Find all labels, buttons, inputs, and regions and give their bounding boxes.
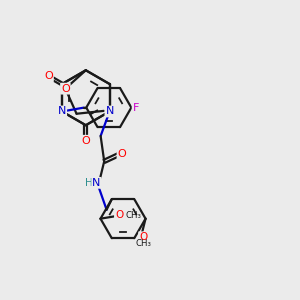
Text: N: N bbox=[105, 106, 114, 116]
Text: H: H bbox=[85, 178, 93, 188]
Text: O: O bbox=[118, 148, 126, 159]
Text: O: O bbox=[44, 71, 53, 81]
Text: CH₃: CH₃ bbox=[125, 211, 141, 220]
Text: N: N bbox=[58, 106, 66, 116]
Text: O: O bbox=[81, 136, 90, 146]
Text: O: O bbox=[115, 210, 123, 220]
Text: F: F bbox=[133, 103, 139, 112]
Text: CH₃: CH₃ bbox=[135, 239, 151, 248]
Text: N: N bbox=[92, 178, 101, 188]
Text: O: O bbox=[61, 84, 70, 94]
Text: O: O bbox=[139, 232, 147, 242]
